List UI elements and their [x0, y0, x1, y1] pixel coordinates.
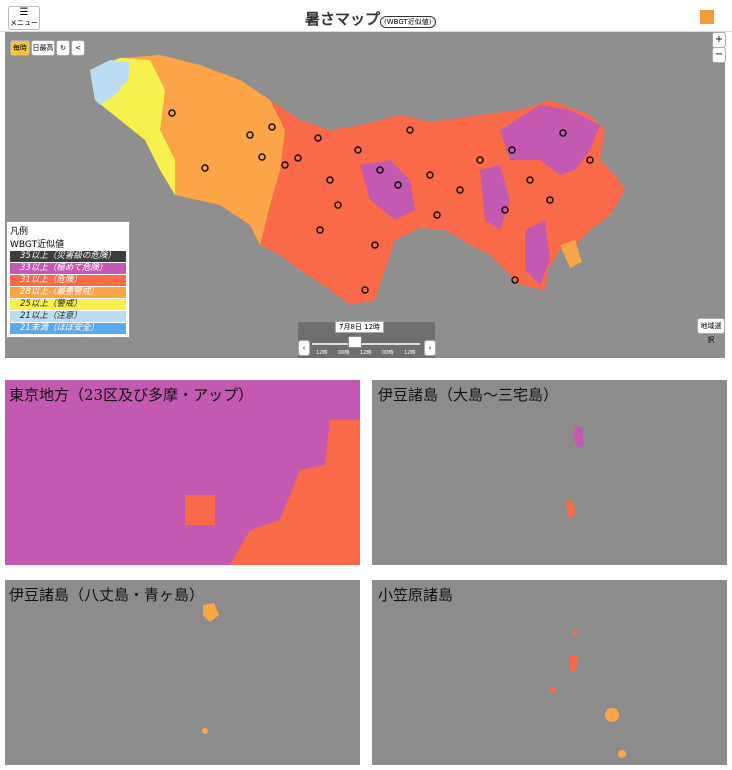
legend-item: 35以上（災害級の危険）	[10, 251, 126, 262]
panel-bg	[5, 580, 360, 765]
slider-tick: 12時	[316, 350, 328, 356]
region	[90, 60, 130, 105]
legend-item: 31以上（危険）	[10, 275, 126, 286]
region	[560, 240, 582, 268]
menu-label: メニュー	[10, 19, 38, 27]
legend-item: 25以上（警戒）	[10, 299, 126, 310]
panel-bg	[372, 380, 727, 565]
hourly-button[interactable]: 毎時	[10, 40, 30, 56]
stations	[168, 109, 594, 294]
next-button[interactable]: ›	[424, 340, 436, 356]
menu-button[interactable]: ☰ メニュー	[8, 6, 40, 30]
logo	[700, 10, 714, 24]
island	[618, 750, 626, 758]
legend-items: 35以上（災害級の危険） 33以上（極めて危険） 31以上（危険） 28以上（厳重警戒…	[7, 251, 129, 334]
legend-item: 21未満（ほぼ安全）	[10, 323, 126, 334]
island	[570, 655, 578, 672]
panel-title: 小笠原諸島	[378, 586, 454, 604]
share-button[interactable]: <	[71, 40, 85, 56]
slider-tick: 00時	[338, 350, 350, 356]
island	[572, 630, 578, 636]
slider-tick: 00時	[382, 350, 394, 356]
zoom-in[interactable]: +	[712, 32, 726, 48]
zoom-out[interactable]: −	[712, 47, 726, 63]
island	[573, 425, 584, 448]
panel-bg	[372, 580, 727, 765]
refresh-button[interactable]: ↻	[56, 40, 70, 56]
daily-max-button[interactable]: 日最高	[31, 40, 55, 56]
tokyo-map	[90, 55, 625, 305]
time-label: 7月8日 12時	[335, 321, 385, 333]
app-subtitle: (WBGT近似値)	[380, 16, 436, 28]
island	[566, 500, 575, 518]
region	[360, 160, 415, 220]
divider	[0, 31, 732, 32]
region	[230, 420, 360, 565]
region	[500, 105, 600, 175]
slider-thumb[interactable]	[348, 336, 362, 348]
island	[550, 687, 556, 693]
legend-subtitle: WBGT近似値	[10, 240, 65, 250]
legend-item: 28以上（厳重警戒）	[10, 287, 126, 298]
panel-title: 伊豆諸島（八丈島・青ヶ島）	[9, 586, 205, 604]
panel-title: 東京地方（23区及び多摩・アップ）	[9, 386, 254, 404]
island	[605, 708, 619, 722]
region-select[interactable]: 地域選択	[697, 318, 725, 344]
region	[185, 495, 215, 525]
app-title: 暑さマップ	[305, 10, 381, 28]
slider-tick: 12時	[404, 350, 416, 356]
prev-button[interactable]: ‹	[298, 340, 310, 356]
region	[525, 220, 550, 285]
island	[202, 728, 208, 734]
region	[480, 165, 510, 230]
island	[203, 603, 219, 622]
slider-tick: 12時	[360, 350, 372, 356]
panel-title: 伊豆諸島（大島～三宅島）	[378, 386, 559, 404]
legend-item: 21以上（注意）	[10, 311, 126, 322]
slider-track	[312, 343, 420, 345]
legend-title: 凡例	[10, 227, 29, 237]
legend: 凡例 WBGT近似値 35以上（災害級の危険） 33以上（極めて危険） 31以上（危…	[6, 221, 130, 338]
legend-item: 33以上（極めて危険）	[10, 263, 126, 274]
